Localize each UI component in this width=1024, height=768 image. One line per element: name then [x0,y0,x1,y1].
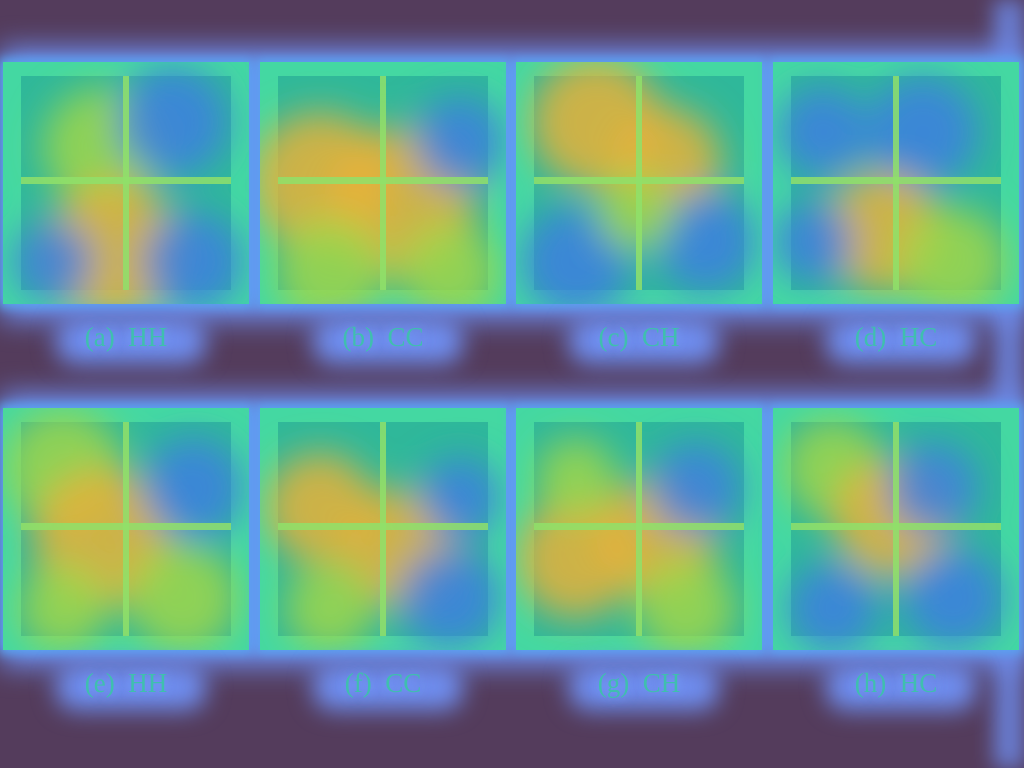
horizontal-divider [791,523,1001,530]
horizontal-divider [278,523,488,530]
heat-blob [656,192,756,292]
heatmap-e [3,408,243,650]
heat-blob [18,563,108,650]
heat-blob [651,443,741,533]
heatmap-c [521,62,756,304]
caption-glow-e [56,664,206,710]
heat-blob [903,548,1003,648]
heat-blob [118,67,228,177]
caption-glow-h [826,664,976,710]
panel-b [260,62,506,304]
heatmap-g [516,422,744,650]
heat-blob [773,202,853,282]
panel-h [773,408,1019,650]
heatmap-f [265,422,500,650]
caption-e: (e) HH [84,668,168,698]
heat-blob [143,212,243,304]
heatmap-a [13,67,243,304]
heat-blob [400,548,500,648]
heatmap-d [773,76,1008,304]
caption-c: (c) CH [598,322,680,352]
panel-d [773,62,1019,304]
heat-blob [285,563,375,650]
caption-d: (d) HC [854,322,938,352]
caption-h: (h) HC [854,668,938,698]
heat-blob [415,97,505,187]
heat-blob [868,77,978,187]
horizontal-divider [791,177,1001,184]
panel-e [3,408,249,650]
heat-blob [788,563,878,650]
panel-c [516,62,762,304]
heat-blob [420,458,500,538]
panel-f [260,408,506,650]
heat-blob [128,543,238,650]
caption-a: (a) HH [84,322,168,352]
horizontal-divider [534,523,744,530]
horizontal-divider [21,177,231,184]
heat-blob [275,217,385,304]
heat-blob [888,443,978,533]
caption-glow-g [569,664,719,710]
heat-blob [898,207,1008,304]
heatmap-b [260,76,505,304]
heat-blob [536,438,616,518]
heat-blob [13,222,93,302]
panel-g [516,408,762,650]
heat-blob [400,222,500,304]
heatmap-h [783,418,1003,650]
caption-glow-b [313,318,463,364]
caption-glow-c [569,318,719,364]
heat-blob [143,438,243,538]
horizontal-divider [21,523,231,530]
panel-a [3,62,249,304]
heat-blob [636,558,736,650]
caption-f: (f) CC [344,668,422,698]
heat-blob [778,87,868,177]
caption-glow-a [56,318,206,364]
horizontal-divider [278,177,488,184]
caption-glow-d [826,318,976,364]
horizontal-divider [534,177,744,184]
caption-glow-f [313,664,463,710]
caption-b: (b) CC [342,322,424,352]
caption-g: (g) CH [597,668,681,698]
